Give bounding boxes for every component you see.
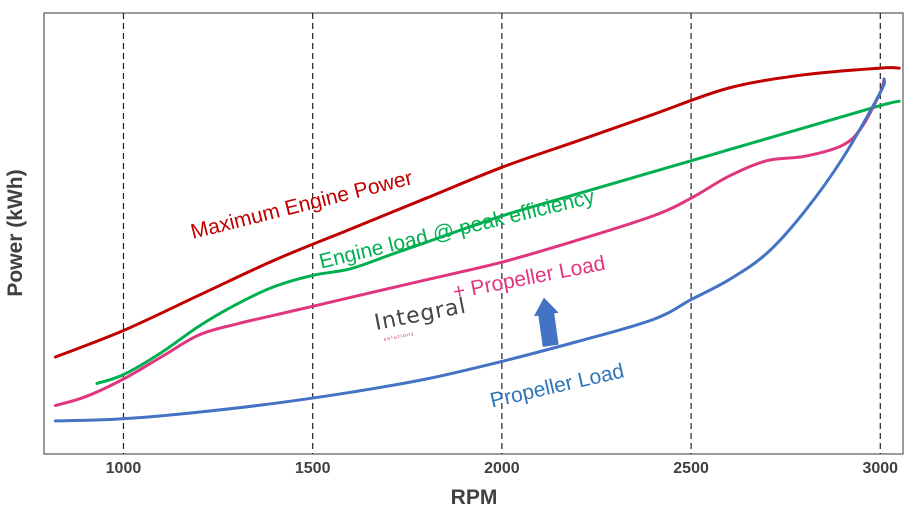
x-tick-label: 1500	[295, 460, 331, 477]
x-axis-title: RPM	[451, 486, 498, 509]
arrow-up	[533, 297, 559, 347]
x-tick-label: 2000	[484, 460, 520, 477]
x-tick-label: 2500	[673, 460, 709, 477]
logo-text: Integral	[372, 294, 468, 336]
arrow-up-shape	[533, 297, 559, 347]
integral-logo: Integral solutions	[372, 294, 468, 343]
curve-label-3: Propeller Load	[488, 359, 626, 412]
curve-label-2: + Propeller Load	[451, 252, 607, 304]
series-line-0	[53, 66, 901, 359]
x-tick-label: 3000	[862, 460, 898, 477]
x-tick-labels: 1000 1500 2000 2500 3000	[106, 460, 899, 477]
series-line-2	[53, 77, 886, 407]
logo-subtext: solutions	[383, 331, 415, 343]
curve-label-0: Maximum Engine Power	[188, 166, 414, 243]
series-line-1	[95, 99, 901, 385]
series-line-3	[53, 77, 887, 423]
gridlines	[122, 13, 881, 454]
x-tick-label: 1000	[106, 460, 142, 477]
plot-frame	[43, 12, 904, 455]
curves	[53, 66, 901, 423]
y-axis-title: Power (kWh)	[4, 169, 27, 296]
